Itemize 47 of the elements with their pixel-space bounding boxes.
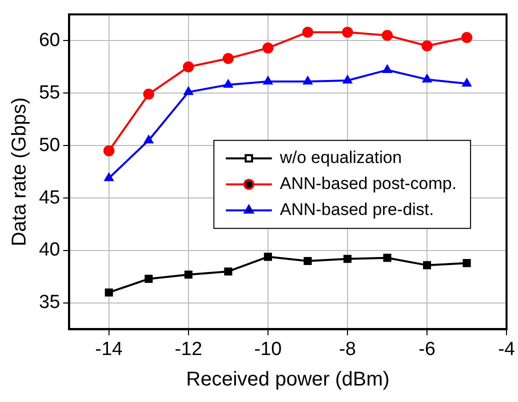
point — [342, 26, 353, 38]
point — [184, 86, 194, 96]
point — [143, 88, 154, 100]
x-axis-title: Received power (dBm) — [186, 368, 390, 391]
y-tick-label: 50 — [38, 134, 60, 156]
point — [222, 52, 234, 64]
point — [422, 74, 432, 82]
x-tick-label: -4 — [498, 338, 516, 360]
point — [144, 274, 153, 283]
point — [184, 270, 192, 279]
point — [264, 252, 272, 261]
point — [422, 261, 432, 270]
x-tick-label: -12 — [174, 338, 202, 360]
legend-label: ANN-based post-comp. — [280, 174, 457, 194]
point — [302, 76, 313, 85]
point — [383, 254, 392, 262]
point — [262, 42, 274, 54]
legend-label: w/o equalization — [278, 148, 402, 168]
point — [462, 259, 471, 268]
y-tick-label: 60 — [38, 30, 60, 51]
y-tick-label: 40 — [38, 240, 60, 261]
point — [304, 256, 312, 266]
point — [144, 134, 154, 144]
point — [422, 40, 433, 52]
point — [343, 254, 352, 263]
point — [104, 172, 114, 182]
point — [104, 288, 113, 297]
point — [302, 26, 314, 38]
y-axis-title: Data rate (Gbps) — [8, 97, 31, 246]
point — [462, 78, 472, 87]
x-tick-label: -6 — [418, 338, 436, 360]
y-tick-label: 45 — [38, 187, 60, 208]
y-tick-label: 55 — [38, 82, 60, 104]
legend-label: ANN-based pre-dist. — [280, 200, 434, 220]
point — [342, 75, 352, 84]
point — [382, 64, 392, 74]
x-tick-label: -14 — [95, 338, 124, 360]
point — [382, 30, 393, 41]
point — [224, 267, 232, 276]
x-tick-label: -10 — [254, 338, 282, 360]
point — [461, 32, 472, 43]
x-tick-label: -8 — [339, 338, 356, 360]
point — [263, 76, 273, 85]
point — [103, 145, 114, 156]
y-tick-label: 35 — [38, 292, 60, 314]
point — [223, 79, 234, 88]
point — [182, 61, 194, 72]
